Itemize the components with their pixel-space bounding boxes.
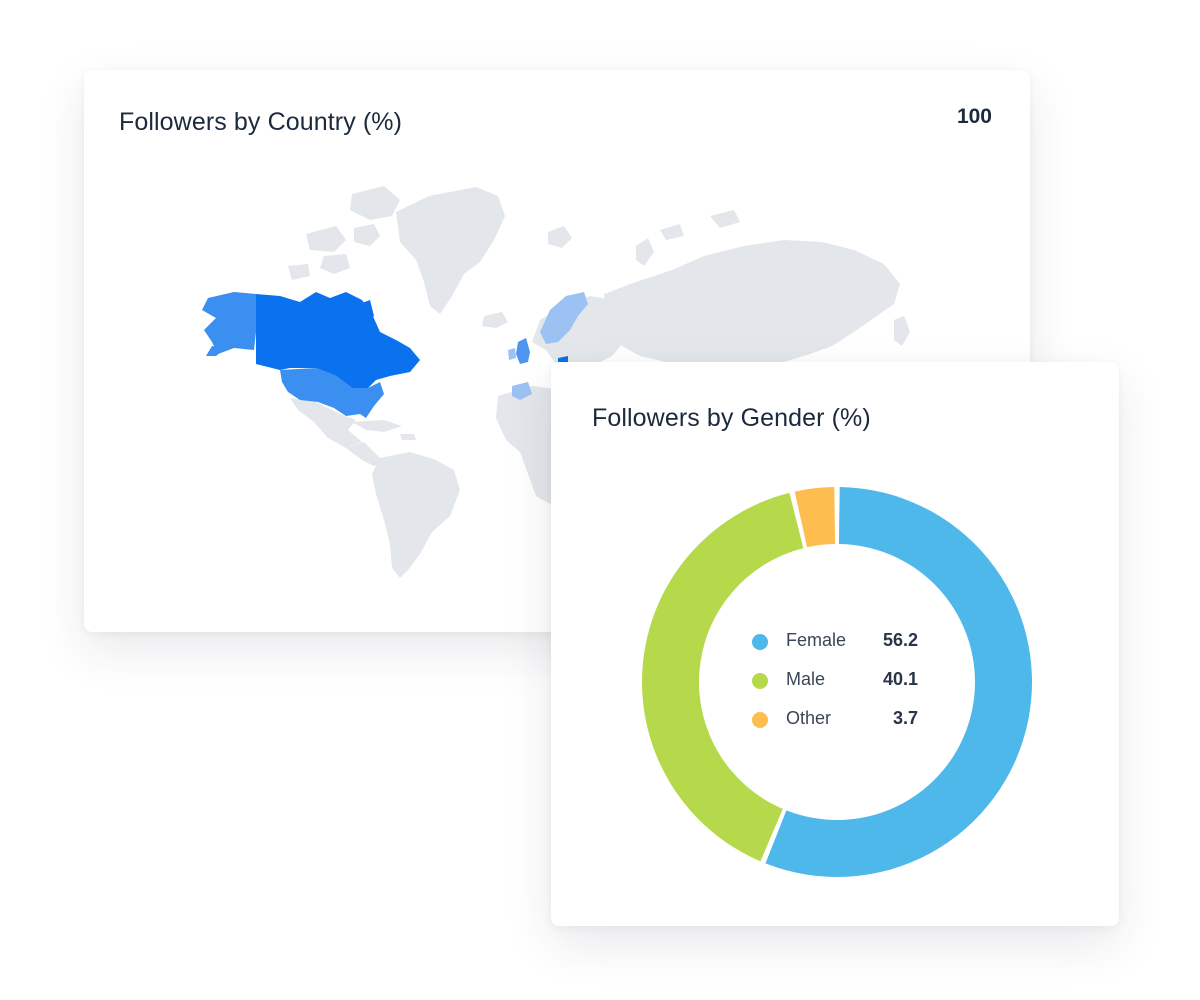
map-region-alaska <box>202 292 256 354</box>
donut-slice-female <box>765 487 1032 877</box>
legend-label-male: Male <box>786 669 826 689</box>
map-region-japan <box>894 316 910 346</box>
legend-value-other: 3.7 <box>892 708 918 728</box>
gender-chart-title: Followers by Gender (%) <box>592 404 871 432</box>
country-scale-max: 100 <box>956 105 992 128</box>
legend-value-female: 56.2 <box>882 630 918 650</box>
legend-row-female: Female 56.2 <box>750 630 930 669</box>
donut-slices <box>642 487 1032 877</box>
legend-label-other: Other <box>786 708 832 728</box>
map-region-arctic-islands-2 <box>306 226 346 252</box>
map-region-alaska-tail <box>206 346 226 356</box>
map-region-asia <box>604 240 900 368</box>
map-region-spain <box>512 382 532 400</box>
map-region-caribbean-2 <box>400 434 416 440</box>
map-region-caribbean <box>352 420 402 432</box>
gender-legend: Female 56.2 Male 40.1 Other 3.7 <box>750 630 930 747</box>
map-region-arctic-islands-4 <box>320 254 350 274</box>
map-highlights <box>202 292 588 418</box>
followers-by-gender-card: Followers by Gender (%) Female 56.2 Male… <box>551 362 1119 926</box>
map-region-netherlands <box>558 356 568 362</box>
map-region-united-states <box>280 368 384 418</box>
donut-slice-male <box>642 492 804 862</box>
map-region-south-america <box>372 452 460 578</box>
map-region-canada-baffin <box>352 300 374 324</box>
map-region-iceland <box>482 312 508 328</box>
map-region-arctic-islands-3 <box>354 224 380 246</box>
map-region-ireland <box>508 348 516 360</box>
map-region-united-kingdom <box>516 338 530 364</box>
legend-row-other: Other 3.7 <box>750 708 930 747</box>
map-region-central-america <box>346 442 384 466</box>
legend-swatch-female <box>752 634 768 650</box>
map-region-siberian-islands <box>710 210 740 228</box>
map-region-arctic-islands <box>350 186 400 220</box>
legend-value-male: 40.1 <box>882 669 918 689</box>
map-region-scandinavia <box>540 292 588 344</box>
legend-row-male: Male 40.1 <box>750 669 930 708</box>
map-region-greenland <box>396 187 505 314</box>
map-region-canada <box>256 292 420 388</box>
map-region-siberian-islands-2 <box>660 224 684 240</box>
country-chart-title: Followers by Country (%) <box>119 108 403 136</box>
donut-slice-other <box>794 487 836 548</box>
map-region-mexico <box>290 398 362 448</box>
map-region-arctic-islands-5 <box>288 264 310 280</box>
legend-label-female: Female <box>786 630 847 650</box>
map-region-novaya-zemlya <box>636 238 654 266</box>
gender-donut-chart <box>642 487 1032 877</box>
legend-swatch-male <box>752 673 768 689</box>
map-region-svalbard <box>548 226 572 248</box>
legend-swatch-other <box>752 712 768 728</box>
map-region-russia-far-east <box>836 274 874 304</box>
